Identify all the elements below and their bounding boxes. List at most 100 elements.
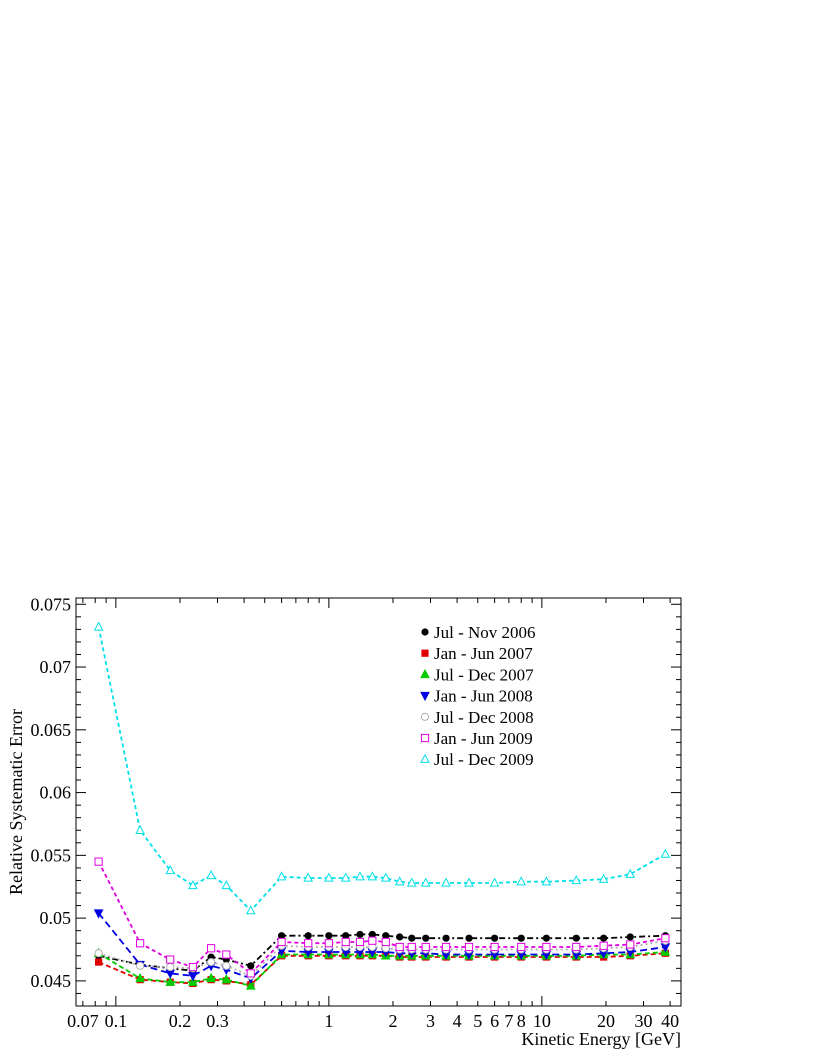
- data-point: [489, 877, 500, 887]
- data-point: [278, 932, 286, 940]
- data-point: [420, 877, 431, 887]
- legend-label: Jul - Dec 2008: [434, 708, 534, 727]
- legend-marker: [420, 691, 430, 702]
- data-point: [599, 941, 608, 950]
- data-point: [660, 848, 671, 858]
- legend-marker: [420, 668, 430, 679]
- data-point: [206, 957, 216, 967]
- data-point: [406, 877, 417, 887]
- data-point: [277, 937, 286, 947]
- data-point: [304, 932, 312, 940]
- y-tick-label: 0.05: [40, 908, 72, 928]
- data-point: [324, 872, 334, 882]
- legend-item: Jul - Dec 2009: [420, 750, 534, 769]
- data-point: [136, 961, 145, 970]
- x-tick-label: 40: [661, 1011, 679, 1031]
- legend-item: Jan - Jun 2007: [421, 644, 533, 663]
- data-point: [341, 937, 350, 947]
- series-layer: [93, 621, 671, 990]
- data-point: [166, 962, 175, 972]
- x-tick-label: 0.1: [105, 1011, 128, 1031]
- data-point: [517, 934, 525, 942]
- y-tick-label: 0.065: [31, 720, 72, 740]
- y-tick-label: 0.06: [40, 783, 72, 803]
- y-axis-title: Relative Systematic Error: [6, 709, 26, 895]
- data-point: [222, 961, 231, 970]
- data-point: [394, 876, 405, 886]
- x-axis-title: Kinetic Energy [GeV]: [521, 1029, 681, 1049]
- data-point: [356, 930, 364, 939]
- legend: Jul - Nov 2006 Jan - Jun 2007 Jul - Dec 20…: [420, 623, 536, 769]
- data-point: [598, 873, 609, 883]
- data-point: [206, 944, 216, 953]
- data-point: [221, 880, 232, 890]
- x-tick-label: 4: [453, 1011, 462, 1031]
- data-point: [340, 872, 351, 882]
- data-point: [355, 937, 365, 947]
- data-point: [135, 824, 145, 834]
- data-point: [188, 976, 198, 986]
- data-point: [355, 871, 365, 881]
- legend-label: Jul - Dec 2009: [434, 750, 534, 769]
- x-tick-label: 1: [324, 1011, 333, 1031]
- data-point: [625, 868, 636, 878]
- x-tick-label: 10: [533, 1011, 551, 1031]
- data-point: [464, 877, 474, 887]
- data-point: [188, 962, 198, 972]
- data-point: [517, 942, 526, 952]
- x-tick-label: 0.3: [206, 1011, 229, 1031]
- data-point: [541, 876, 552, 886]
- x-tick-label: 6: [490, 1011, 499, 1031]
- data-point: [395, 942, 404, 952]
- data-point: [600, 934, 608, 942]
- data-point: [626, 933, 634, 941]
- legend-item: Jan - Jun 2008: [420, 687, 533, 706]
- legend-marker: [420, 733, 430, 743]
- legend-marker: [421, 649, 429, 657]
- legend-item: Jul - Dec 2007: [420, 665, 534, 684]
- data-point: [222, 950, 231, 959]
- data-point: [324, 939, 333, 948]
- legend-item: Jul - Dec 2008: [420, 708, 534, 727]
- x-tick-label: 2: [388, 1011, 397, 1031]
- data-point: [422, 934, 430, 942]
- legend-label: Jul - Dec 2007: [434, 665, 534, 684]
- data-point: [342, 932, 350, 940]
- data-point: [135, 972, 145, 983]
- legend-label: Jan - Jun 2007: [434, 644, 533, 663]
- data-point: [441, 942, 451, 952]
- data-point: [571, 874, 582, 885]
- data-point: [166, 955, 175, 964]
- data-point: [542, 934, 550, 942]
- data-point: [490, 942, 499, 952]
- data-point: [368, 930, 376, 939]
- data-point: [245, 905, 256, 915]
- legend-marker: [421, 628, 429, 636]
- x-tick-label: 0.07: [67, 1011, 99, 1031]
- data-point: [408, 934, 416, 942]
- data-point: [246, 969, 255, 978]
- x-tick-label: 20: [597, 1011, 615, 1031]
- data-point: [276, 871, 287, 881]
- data-point: [206, 869, 216, 880]
- data-point: [442, 934, 450, 942]
- series-6: [94, 857, 670, 978]
- data-point: [381, 937, 390, 947]
- legend-marker: [420, 753, 430, 763]
- series-7: [93, 621, 671, 915]
- data-point: [572, 934, 580, 942]
- data-point: [572, 942, 581, 952]
- legend-marker: [420, 712, 430, 721]
- x-tick-label: 7: [504, 1011, 513, 1031]
- data-point: [94, 949, 103, 958]
- data-point: [304, 939, 313, 948]
- y-tick-label: 0.055: [31, 845, 72, 865]
- data-point: [95, 958, 103, 966]
- plot-frame: [75, 597, 682, 1007]
- data-point: [380, 872, 391, 882]
- data-point: [441, 877, 451, 887]
- legend-item: Jan - Jun 2009: [420, 729, 533, 748]
- y-tick-label: 0.075: [31, 594, 72, 614]
- data-point: [245, 980, 256, 990]
- data-point: [367, 871, 378, 881]
